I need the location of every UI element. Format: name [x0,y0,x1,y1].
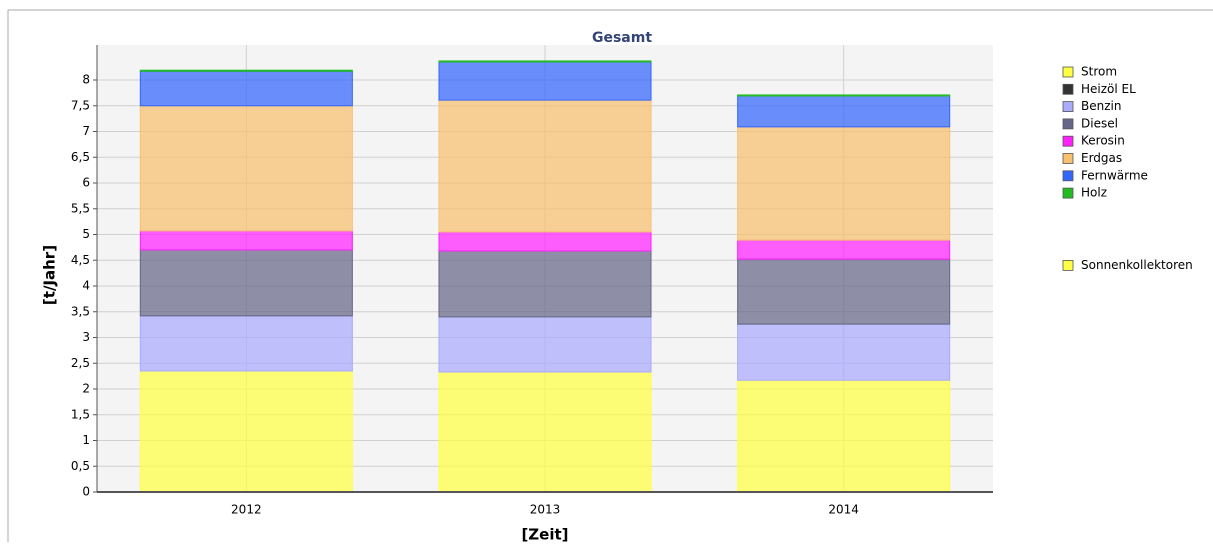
bar-segment [438,316,652,373]
legend-swatch [1062,135,1074,147]
y-axis-label: [t/Jahr] [41,245,59,305]
bar-segment [737,95,951,128]
y-tick-label: 6 [82,176,90,190]
bar-segment [139,230,353,251]
y-tick-label: 6,5 [71,150,90,164]
y-tick-label: 2 [82,382,90,396]
bar-segment [139,69,353,72]
legend-label: Holz [1081,186,1107,200]
bar-segment [139,249,353,317]
y-tick-label: 0 [82,485,90,499]
legend-label: Erdgas [1081,151,1122,165]
legend-label: Diesel [1081,116,1118,130]
y-tick-label: 3 [82,330,90,344]
legend-swatch [1062,101,1074,112]
bar-segment [139,315,353,372]
bar-segment [139,370,353,493]
y-tick-label: 1 [82,433,90,447]
bar-segment [438,99,652,233]
bar-segment [737,323,951,381]
y-tick-label: 8 [82,73,90,87]
bar-segment [139,105,353,232]
legend-label: Benzin [1081,99,1121,113]
bar-segment [438,250,652,318]
legend-label: Fernwärme [1081,168,1148,182]
legend-label: Heizöl EL [1081,82,1136,96]
y-tick-label: 7 [82,124,90,138]
legend-label: Kerosin [1081,134,1125,148]
bar-segment [438,61,652,101]
y-tick-label: 1,5 [71,407,90,421]
legend-swatch [1062,118,1074,130]
x-tick-label: 2013 [530,503,561,517]
legend-swatch [1062,259,1074,271]
bar-segment [737,126,951,241]
legend-swatch [1062,187,1074,199]
x-axis-label: [Zeit] [521,526,568,543]
legend-swatch [1062,66,1074,78]
y-tick-label: 2,5 [71,356,90,370]
y-tick-label: 3,5 [71,304,90,318]
bar-segment [438,231,652,252]
y-tick-label: 5,5 [71,201,90,215]
y-tick-label: 5 [82,227,90,241]
bar-segment [737,379,951,493]
legend-label: Sonnenkollektoren [1081,258,1193,272]
bar-segment [139,70,353,107]
y-tick-label: 0,5 [71,459,90,473]
legend-swatch [1062,170,1074,182]
y-tick-label: 7,5 [71,98,90,112]
bar-segment [737,239,951,260]
bar-segment [737,258,951,325]
bar-segment [737,94,951,97]
chart-title: Gesamt [592,30,652,46]
y-tick-label: 4,5 [71,253,90,267]
x-tick-label: 2012 [231,503,262,517]
legend-swatch [1062,153,1074,164]
y-tick-label: 4 [82,279,90,293]
legend-swatch [1062,83,1074,95]
legend-label: Strom [1081,65,1117,79]
x-tick-label: 2014 [828,503,859,517]
bar-segment [438,371,652,493]
bar-segment [438,60,652,63]
